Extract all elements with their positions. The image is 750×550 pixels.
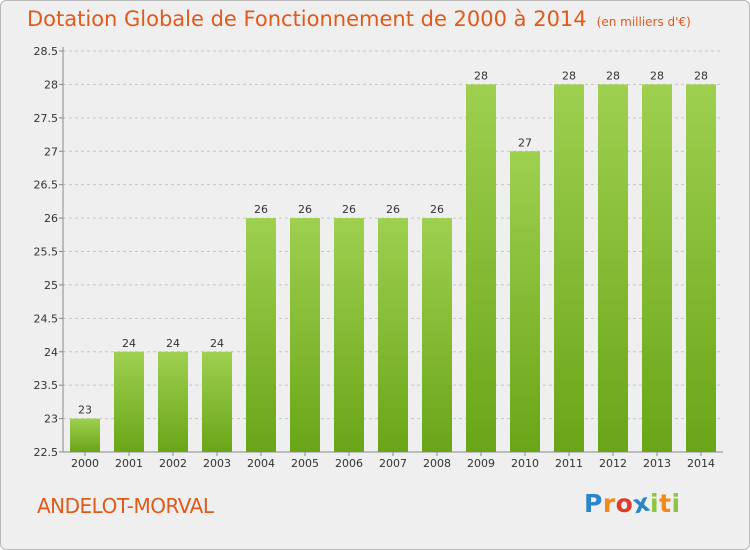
- x-tick-label: 2002: [159, 457, 187, 470]
- location-name: ANDELOT-MORVAL: [37, 494, 214, 518]
- bar-2005: [290, 218, 320, 452]
- bar-2010: [510, 151, 540, 452]
- logo-letter: i: [650, 489, 660, 518]
- logo-letter: i: [671, 489, 681, 518]
- logo-letter: t: [659, 489, 672, 518]
- bar-2000: [70, 418, 100, 452]
- bar-2014: [686, 84, 716, 453]
- bar-value-label: 27: [518, 136, 532, 149]
- bar-value-label: 26: [254, 203, 268, 216]
- bar-2008: [422, 218, 452, 452]
- bar-2004: [246, 218, 276, 452]
- bar-2012: [598, 84, 628, 453]
- bar-2003: [202, 351, 232, 452]
- logo-letter: P: [584, 489, 603, 518]
- bar-2001: [114, 351, 144, 452]
- x-tick-label: 2008: [423, 457, 451, 470]
- y-tick-label: 26: [44, 212, 58, 225]
- bar-value-label: 24: [210, 337, 224, 350]
- chart-subtitle: (en milliers d'€): [596, 15, 691, 29]
- y-tick-label: 22.5: [34, 446, 59, 459]
- bar-value-label: 26: [386, 203, 400, 216]
- x-tick-label: 2006: [335, 457, 363, 470]
- bar-value-label: 28: [694, 69, 708, 82]
- bar-2011: [554, 84, 584, 453]
- x-tick-label: 2010: [511, 457, 539, 470]
- bar-value-label: 28: [474, 69, 488, 82]
- bar-2009: [466, 84, 496, 453]
- bar-value-label: 26: [342, 203, 356, 216]
- chart-title: Dotation Globale de Fonctionnement de 20…: [27, 7, 691, 31]
- y-tick-label: 27: [44, 145, 58, 158]
- bar-value-label: 28: [606, 69, 620, 82]
- x-tick-label: 2000: [71, 457, 99, 470]
- bar-value-label: 24: [166, 337, 180, 350]
- y-tick-label: 28.5: [34, 45, 59, 58]
- chart-title-text: Dotation Globale de Fonctionnement de 20…: [27, 7, 587, 31]
- x-tick-label: 2009: [467, 457, 495, 470]
- x-tick-label: 2004: [247, 457, 275, 470]
- y-tick-label: 23.5: [34, 379, 59, 392]
- y-tick-label: 25.5: [34, 246, 59, 259]
- bar-value-label: 26: [430, 203, 444, 216]
- bar-value-label: 28: [562, 69, 576, 82]
- logo-letter: o: [615, 489, 634, 518]
- x-tick-label: 2012: [599, 457, 627, 470]
- logo-letter: r: [602, 489, 616, 518]
- x-tick-label: 2014: [687, 457, 715, 470]
- y-tick-label: 24: [44, 346, 58, 359]
- bar-value-label: 28: [650, 69, 664, 82]
- bar-2013: [642, 84, 672, 453]
- x-tick-label: 2007: [379, 457, 407, 470]
- y-tick-label: 24.5: [34, 312, 59, 325]
- y-tick-label: 25: [44, 279, 58, 292]
- x-tick-label: 2013: [643, 457, 671, 470]
- y-tick-label: 26.5: [34, 179, 59, 192]
- x-tick-label: 2005: [291, 457, 319, 470]
- x-tick-label: 2003: [203, 457, 231, 470]
- bar-2002: [158, 351, 188, 452]
- bar-value-label: 26: [298, 203, 312, 216]
- y-tick-label: 28: [44, 78, 58, 91]
- bar-value-label: 23: [78, 404, 92, 417]
- y-tick-label: 27.5: [34, 112, 59, 125]
- x-tick-label: 2011: [555, 457, 583, 470]
- bar-2006: [334, 218, 364, 452]
- bar-value-label: 24: [122, 337, 136, 350]
- x-tick-label: 2001: [115, 457, 143, 470]
- bar-2007: [378, 218, 408, 452]
- y-tick-label: 23: [44, 413, 58, 426]
- proxiti-logo: Proxiti: [584, 488, 681, 520]
